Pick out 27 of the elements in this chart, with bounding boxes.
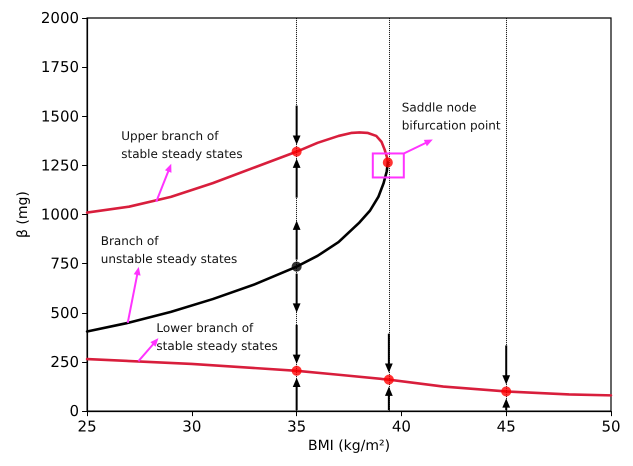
point <box>292 366 302 376</box>
line-series <box>86 358 612 397</box>
x-tick-label: 50 <box>601 418 621 436</box>
y-tick-label: 500 <box>50 304 80 322</box>
point <box>384 374 394 385</box>
y-axis-title: β (mg) <box>15 191 31 238</box>
annotation: Branch of unstable steady states <box>100 234 238 266</box>
y-tick-label: 0 <box>70 402 80 420</box>
annotation: Saddle node bifurcation point <box>402 100 501 132</box>
y-tick-label: 1500 <box>40 107 80 126</box>
point <box>501 386 512 396</box>
x-tick-label: 25 <box>78 418 97 436</box>
annotation: Lower branch of stable steady states <box>156 321 278 354</box>
point <box>292 146 302 157</box>
y-tick-label: 250 <box>50 352 80 371</box>
y-tick-label: 750 <box>50 254 80 273</box>
annotation: Upper branch of stable steady states <box>121 128 243 161</box>
x-tick-label: 40 <box>392 418 411 436</box>
x-axis-title: BMI (kg/m²) <box>308 438 390 454</box>
y-tick-label: 1250 <box>40 156 80 174</box>
x-tick-label: 30 <box>182 418 202 436</box>
point <box>292 262 302 272</box>
y-tick-label: 1000 <box>40 206 80 224</box>
y-tick-label: 1750 <box>40 58 80 76</box>
x-tick-label: 45 <box>496 418 516 436</box>
y-tick-label: 2000 <box>40 9 80 27</box>
x-tick-label: 35 <box>287 418 306 436</box>
